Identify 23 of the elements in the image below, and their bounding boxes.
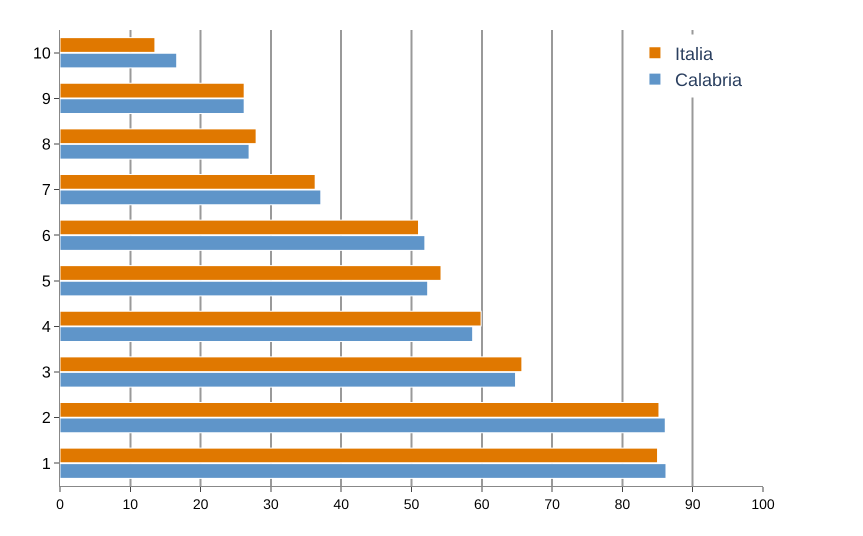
y-tick-label: 3 — [42, 364, 51, 382]
x-tick-label: 100 — [751, 496, 775, 512]
x-tick-label: 60 — [474, 496, 490, 512]
x-tick-label: 50 — [404, 496, 420, 512]
x-tick-label: 70 — [544, 496, 560, 512]
y-tick-label: 6 — [42, 228, 51, 245]
y-tick-label: 8 — [42, 136, 51, 154]
y-tick-label: 2 — [42, 410, 51, 428]
x-tick-label: 20 — [192, 496, 209, 512]
y-tick-label: 9 — [42, 91, 51, 108]
x-tick-label: 0 — [56, 496, 64, 512]
y-tick-label: 7 — [42, 182, 51, 200]
x-tick-label: 80 — [614, 496, 630, 512]
y-tick-label: 10 — [33, 45, 51, 62]
x-tick-label: 10 — [122, 496, 138, 512]
legend-label: Calabria — [674, 70, 743, 90]
x-tick-label: 90 — [684, 496, 701, 512]
y-tick-label: 1 — [42, 456, 51, 473]
x-tick-label: 40 — [333, 496, 350, 512]
y-tick-label: 5 — [42, 273, 51, 290]
x-tick-label: 30 — [263, 496, 279, 512]
legend-label: Italia — [674, 44, 714, 64]
y-tick-label: 4 — [42, 319, 51, 336]
